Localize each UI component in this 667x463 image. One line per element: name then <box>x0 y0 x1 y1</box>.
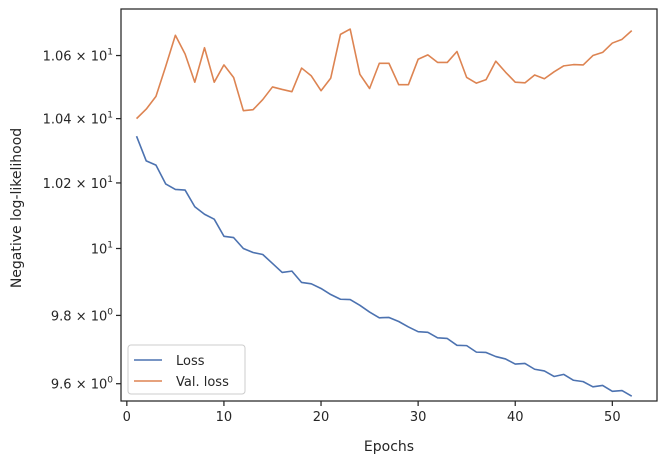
y-tick-label: 9.8 × 100 <box>51 307 113 324</box>
y-tick-label: 1.06 × 101 <box>43 48 113 65</box>
x-tick-label: 40 <box>507 410 524 425</box>
y-tick-label: 1.04 × 101 <box>43 111 113 128</box>
x-axis: 0 10 20 30 40 50 <box>123 401 621 425</box>
y-tick-label-base: 10 <box>91 243 108 258</box>
legend-label-0: Loss <box>176 354 205 369</box>
series-line-0 <box>135 135 633 397</box>
x-axis-label: Epochs <box>364 439 414 455</box>
x-tick-label: 20 <box>313 410 330 425</box>
y-tick-label-exponent: 0 <box>107 307 113 317</box>
x-tick-label: 10 <box>216 410 233 425</box>
series-line-1 <box>135 28 633 120</box>
plot-frame <box>120 8 658 402</box>
y-tick-label-base: 1.02 × 10 <box>43 177 108 192</box>
series-lines <box>135 28 633 397</box>
x-tick-label: 50 <box>604 410 621 425</box>
y-tick-label: 1.02 × 101 <box>43 175 113 192</box>
y-tick-label-exponent: 1 <box>107 241 113 251</box>
y-tick-label-base: 9.6 × 10 <box>51 378 107 393</box>
x-tick-label: 0 <box>123 410 131 425</box>
y-tick-label-base: 9.8 × 10 <box>51 309 107 324</box>
plot-area <box>121 9 657 401</box>
y-tick-label-exponent: 1 <box>107 48 113 58</box>
y-tick-label-exponent: 1 <box>107 111 113 121</box>
y-tick-label-exponent: 1 <box>107 175 113 185</box>
legend-label-1: Val. loss <box>176 375 229 390</box>
x-tick-label: 30 <box>410 410 427 425</box>
y-tick-label-base: 1.06 × 10 <box>43 50 108 65</box>
y-tick-label-exponent: 0 <box>107 376 113 386</box>
legend: Loss Val. loss <box>127 344 246 395</box>
y-tick-label: 101 <box>91 241 113 258</box>
y-axis-label: Negative log-likelihood <box>9 128 25 288</box>
y-tick-label-base: 1.04 × 10 <box>43 113 108 128</box>
y-tick-label: 9.6 × 100 <box>51 376 113 393</box>
